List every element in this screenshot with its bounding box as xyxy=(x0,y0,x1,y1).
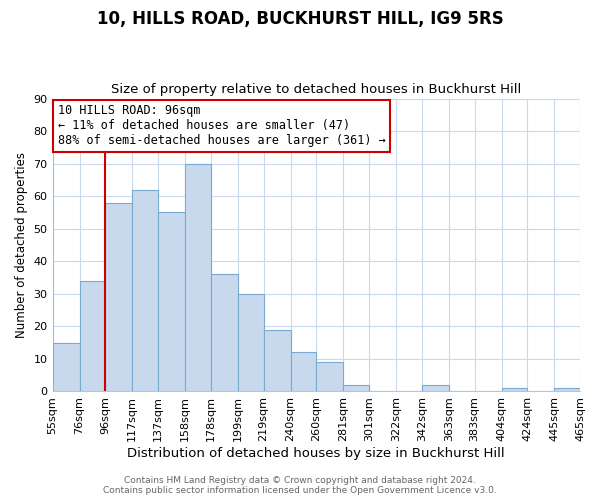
Text: 10, HILLS ROAD, BUCKHURST HILL, IG9 5RS: 10, HILLS ROAD, BUCKHURST HILL, IG9 5RS xyxy=(97,10,503,28)
Bar xyxy=(554,388,580,392)
Bar xyxy=(185,164,211,392)
Text: Contains HM Land Registry data © Crown copyright and database right 2024.
Contai: Contains HM Land Registry data © Crown c… xyxy=(103,476,497,495)
Bar xyxy=(158,212,185,392)
Bar xyxy=(238,294,263,392)
Bar xyxy=(316,362,343,392)
Bar xyxy=(263,330,290,392)
Bar xyxy=(422,385,449,392)
Bar xyxy=(290,352,316,392)
Title: Size of property relative to detached houses in Buckhurst Hill: Size of property relative to detached ho… xyxy=(111,83,521,96)
Y-axis label: Number of detached properties: Number of detached properties xyxy=(15,152,28,338)
Text: 10 HILLS ROAD: 96sqm
← 11% of detached houses are smaller (47)
88% of semi-detac: 10 HILLS ROAD: 96sqm ← 11% of detached h… xyxy=(58,104,386,148)
Bar xyxy=(343,385,369,392)
Bar xyxy=(80,281,105,392)
Bar xyxy=(502,388,527,392)
Bar xyxy=(133,190,158,392)
Bar xyxy=(105,202,133,392)
X-axis label: Distribution of detached houses by size in Buckhurst Hill: Distribution of detached houses by size … xyxy=(127,447,505,460)
Bar xyxy=(211,274,238,392)
Bar xyxy=(53,342,80,392)
